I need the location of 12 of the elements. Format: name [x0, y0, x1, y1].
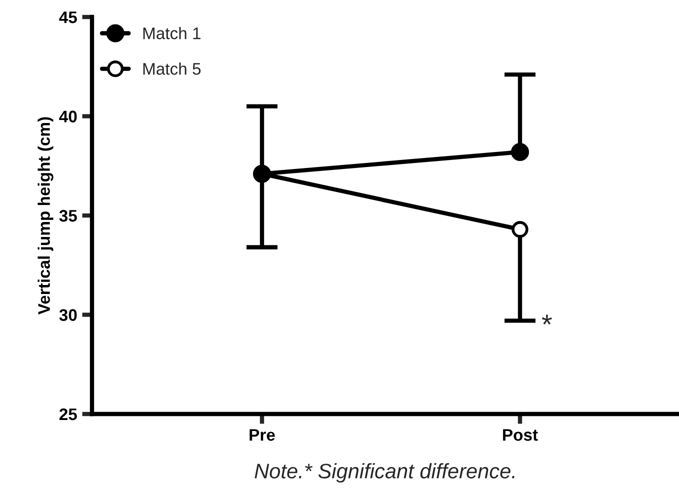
- y-tick-label: 30: [59, 309, 77, 321]
- text: Note.* Significant difference.: [254, 463, 514, 483]
- y-axis-title: Vertical jump height (cm): [38, 117, 54, 314]
- y-tick-label: 35: [59, 210, 77, 222]
- annotation: *: [542, 314, 552, 324]
- legend-label: Match 1: [143, 27, 200, 40]
- x-tick-label: Post: [503, 429, 538, 441]
- legend-label: Match 5: [143, 62, 201, 75]
- y-tick-label: 40: [59, 110, 77, 122]
- x-tick-label: Pre: [250, 429, 275, 441]
- y-tick-label: 25: [59, 408, 77, 420]
- y-tick-label: 45: [59, 12, 77, 24]
